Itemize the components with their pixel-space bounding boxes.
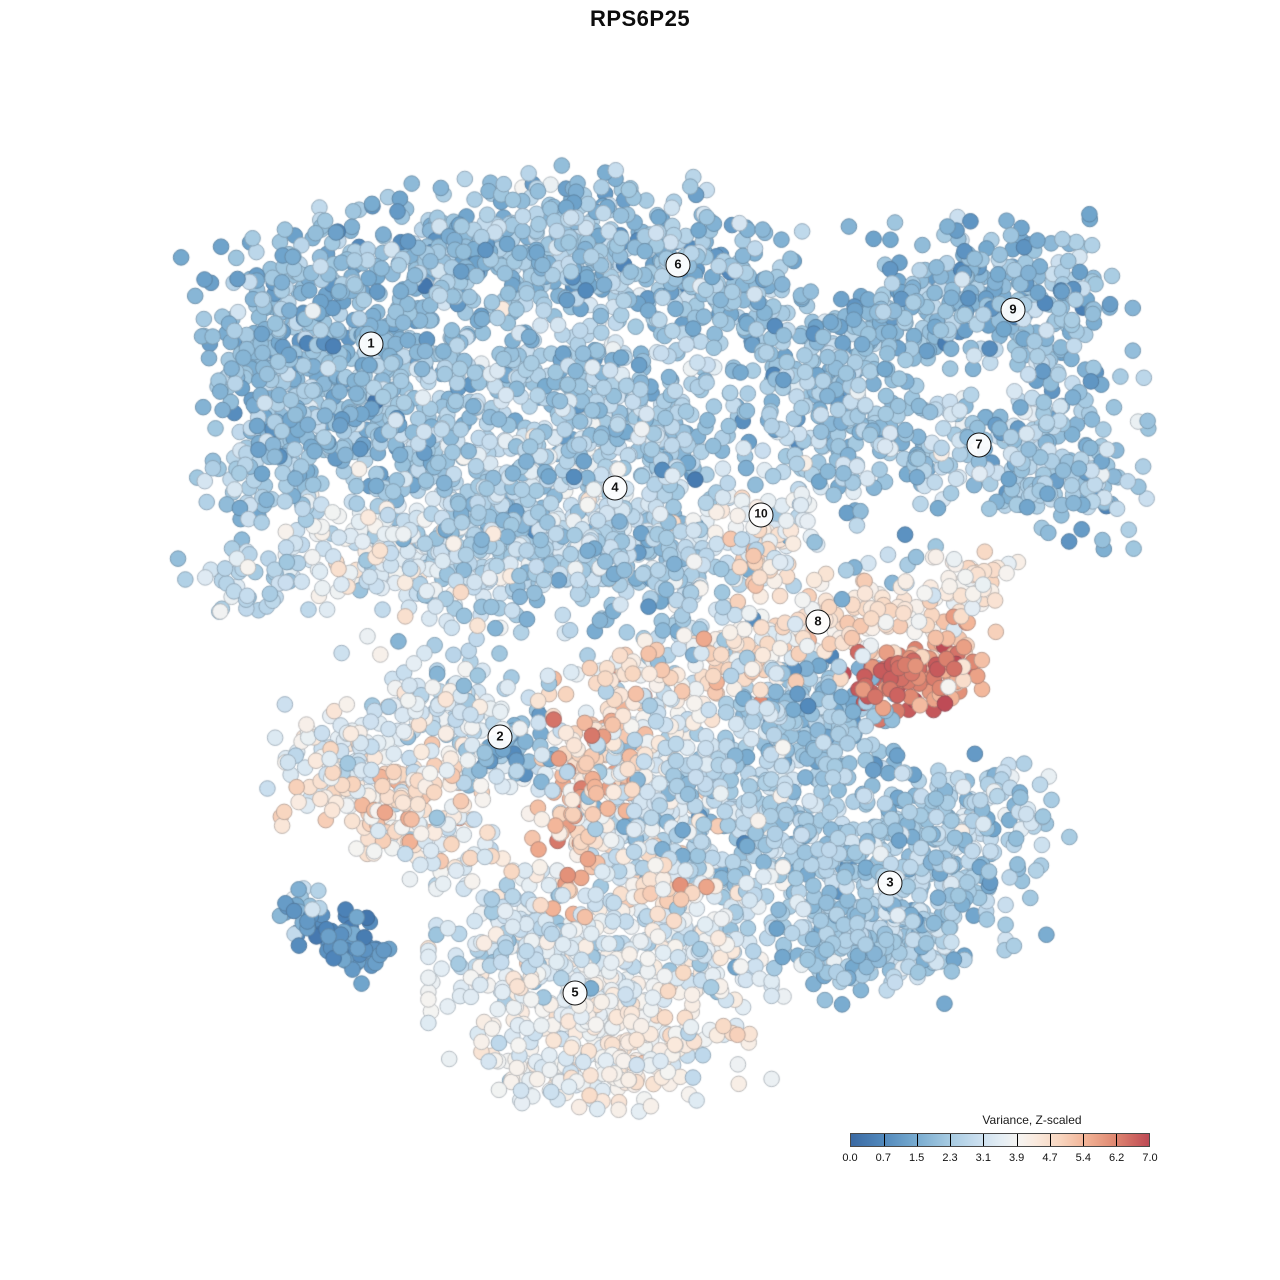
colorbar-tick — [1082, 1134, 1084, 1146]
colorbar-tick-label: 0.7 — [875, 1152, 891, 1164]
legend-title: Variance, Z-scaled — [982, 1113, 1082, 1127]
colorbar-tick — [884, 1134, 886, 1146]
cluster-label: 8 — [805, 609, 831, 635]
colorbar-tick-label: 1.5 — [909, 1152, 925, 1164]
cluster-label: 6 — [665, 252, 691, 278]
colorbar-tick — [950, 1134, 952, 1146]
colorbar — [850, 1133, 1150, 1147]
cluster-label: 3 — [877, 870, 903, 896]
colorbar-tick — [983, 1134, 985, 1146]
colorbar-tick — [917, 1134, 919, 1146]
cluster-label: 5 — [562, 980, 588, 1006]
cluster-label: 1 — [358, 331, 384, 357]
colorbar-tick-label: 3.9 — [1009, 1152, 1025, 1164]
colorbar-tick-label: 0.0 — [842, 1152, 858, 1164]
plot-title: RPS6P25 — [589, 6, 691, 31]
cluster-label: 9 — [1000, 297, 1026, 323]
colorbar-tick-label: 2.3 — [942, 1152, 958, 1164]
colorbar-tick — [1049, 1134, 1051, 1146]
cluster-label: 4 — [602, 475, 628, 501]
colorbar-tick — [1115, 1134, 1117, 1146]
cluster-label: 7 — [966, 432, 992, 458]
colorbar-tick-label: 3.1 — [975, 1152, 991, 1164]
cluster-label: 2 — [487, 724, 513, 750]
cluster-label: 10 — [748, 502, 774, 528]
colorbar-tick-label: 5.4 — [1075, 1152, 1091, 1164]
colorbar-tick-label: 4.7 — [1042, 1152, 1058, 1164]
colorbar-tick-label: 6.2 — [1109, 1152, 1125, 1164]
colorbar-tick-label: 7.0 — [1142, 1152, 1158, 1164]
colorbar-tick — [1016, 1134, 1018, 1146]
